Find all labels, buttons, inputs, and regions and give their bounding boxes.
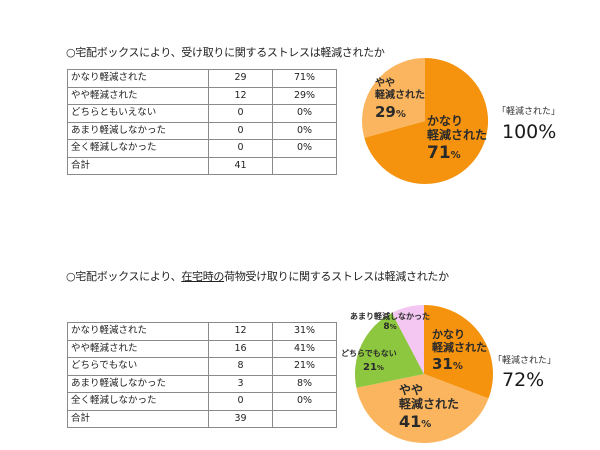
row-label: 合計: [67, 409, 209, 428]
table-row: やや軽減された 16 41%: [67, 339, 337, 358]
row-percent: 8%: [272, 374, 337, 393]
row-count: 39: [208, 409, 273, 428]
table-row: あまり軽減しなかった 0 0%: [67, 121, 337, 140]
row-count: 16: [208, 339, 273, 358]
slice-very-reduced: [424, 305, 493, 399]
row-percent: [272, 156, 337, 175]
chart2-pie: [355, 305, 493, 443]
chart1-summary-label: 「軽減された」: [497, 107, 561, 117]
row-percent: 0%: [272, 392, 337, 411]
row-percent: 21%: [272, 357, 337, 376]
title-underlined: 在宅時の: [181, 270, 225, 283]
chart2-summary-value: 72%: [502, 369, 545, 391]
row-count: 0: [208, 392, 273, 411]
table-row: 全く軽減しなかった 0 0%: [67, 392, 337, 411]
chart2-label-very: かなり 軽減された 31%: [432, 328, 487, 374]
chart1-title: ○宅配ボックスにより、受け取りに関するストレスは軽減されたか: [66, 46, 385, 59]
chart2-label-neutral: どちらでもない 21%: [341, 349, 397, 373]
table-row: かなり軽減された 12 31%: [67, 322, 337, 341]
table-row: かなり軽減された 29 71%: [67, 69, 337, 88]
chart1-table: かなり軽減された 29 71% やや軽減された 12 29% どちらともいえない…: [67, 69, 337, 175]
row-label: かなり軽減された: [67, 322, 209, 341]
chart1-label-very: かなり 軽減された 71%: [427, 114, 488, 163]
slice-somewhat-reduced: [362, 58, 425, 138]
chart1-label-somewhat: やや 軽減された 29%: [375, 78, 425, 121]
chart1-summary-value: 100%: [502, 121, 557, 143]
table-row: 全く軽減しなかった 0 0%: [67, 139, 337, 158]
chart1-pie: [362, 57, 489, 184]
row-percent: [272, 409, 337, 428]
slice-very-reduced: [364, 57, 489, 184]
slice-somewhat-reduced: [356, 374, 489, 443]
chart2-label-not-much: あまり軽減しなかった 8%: [350, 312, 430, 332]
chart2-label-somewhat: やや 軽減された 41%: [399, 383, 460, 431]
row-label: あまり軽減しなかった: [67, 374, 209, 393]
chart2-table: かなり軽減された 12 31% やや軽減された 16 41% どちらでもない 8…: [67, 322, 337, 428]
row-label: どちらでもない: [67, 357, 209, 376]
chart2-summary-label: 「軽減された」: [493, 356, 557, 366]
row-percent: 31%: [272, 322, 337, 341]
chart2-title: ○宅配ボックスにより、在宅時の荷物受け取りに関するストレスは軽減されたか: [66, 270, 449, 283]
table-row-total: 合計 39: [67, 409, 337, 428]
table-row: どちらともいえない 0 0%: [67, 104, 337, 123]
row-count: 12: [208, 322, 273, 341]
row-label: 全く軽減しなかった: [67, 392, 209, 411]
row-percent: 41%: [272, 339, 337, 358]
table-row: あまり軽減しなかった 3 8%: [67, 374, 337, 393]
row-percent: 0%: [272, 104, 337, 123]
slice-not-much: [391, 305, 424, 374]
table-row: どちらでもない 8 21%: [67, 357, 337, 376]
table-row-total: 合計 41: [67, 156, 337, 175]
row-count: 3: [208, 374, 273, 393]
slice-neutral: [355, 312, 424, 388]
row-label: やや軽減された: [67, 339, 209, 358]
row-count: 8: [208, 357, 273, 376]
